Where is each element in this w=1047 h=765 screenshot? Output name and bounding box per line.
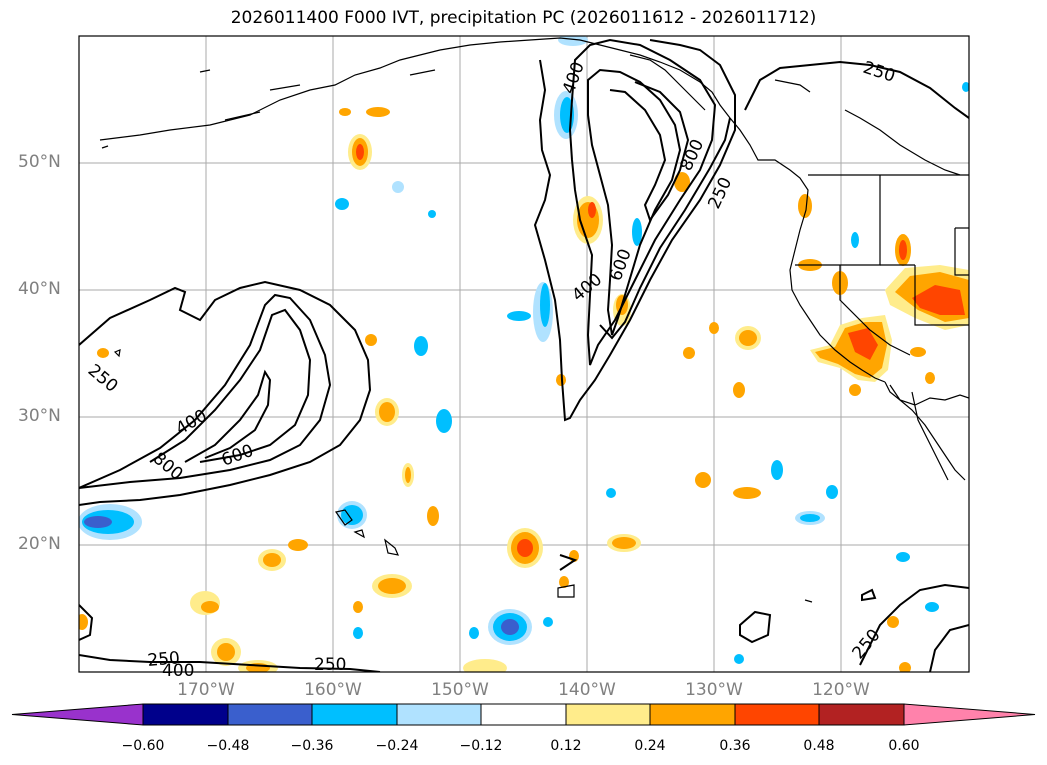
colorbar-cell xyxy=(311,703,398,726)
lat-label: 20°N xyxy=(18,534,61,554)
lon-label: 150°W xyxy=(431,680,489,700)
lat-label: 50°N xyxy=(18,152,61,172)
lat-label: 30°N xyxy=(18,406,61,426)
colorbar-tick: 0.12 xyxy=(550,738,582,754)
contour-label: 250 xyxy=(704,174,736,212)
contour-label: 250 xyxy=(84,361,122,397)
map-title: 2026011400 F000 IVT, precipitation PC (2… xyxy=(230,8,817,28)
contour-label: 250 xyxy=(849,625,885,663)
contour-label: 250 xyxy=(147,648,181,671)
colorbar-cell xyxy=(480,703,567,726)
lon-label: 160°W xyxy=(304,680,362,700)
lon-label: 130°W xyxy=(685,680,743,700)
contour-label: 400 xyxy=(162,661,194,681)
contour-label: 250 xyxy=(314,655,346,675)
colorbar-cell xyxy=(903,703,1036,726)
colorbar-cell xyxy=(142,703,229,726)
colorbar-tick: 0.36 xyxy=(719,738,751,754)
colorbar-cell xyxy=(649,703,736,726)
lon-label: 140°W xyxy=(558,680,616,700)
colorbar-cell xyxy=(227,703,313,726)
colorbar-cell xyxy=(565,703,651,726)
colorbar-cell xyxy=(734,703,820,726)
ivt-contours xyxy=(79,38,969,672)
colorbar-cell xyxy=(818,703,905,726)
coastlines xyxy=(99,37,969,603)
colorbar-tick: −0.36 xyxy=(290,738,334,754)
colorbar-cell xyxy=(396,703,482,726)
contour-label: 600 xyxy=(606,246,636,283)
contour-label: 800 xyxy=(676,136,708,174)
colorbar-tick: −0.60 xyxy=(121,738,165,754)
precip-patches xyxy=(79,36,969,672)
colorbar-tick: 0.60 xyxy=(888,738,920,754)
lon-label: 170°W xyxy=(177,680,235,700)
contour-label: 400 xyxy=(568,270,606,306)
contour-label: 250 xyxy=(860,58,897,87)
map-frame xyxy=(78,35,970,673)
colorbar-tick: −0.12 xyxy=(459,738,503,754)
colorbar-tick: −0.48 xyxy=(206,738,250,754)
contour-label: 400 xyxy=(559,59,589,96)
colorbar-tick: −0.24 xyxy=(375,738,419,754)
colorbar-tick: 0.24 xyxy=(634,738,666,754)
colorbar-tick: 0.48 xyxy=(803,738,835,754)
colorbar-cell xyxy=(11,703,144,726)
colorbar xyxy=(11,703,1036,726)
lon-label: 120°W xyxy=(812,680,870,700)
lat-label: 40°N xyxy=(18,279,61,299)
contour-label: 600 xyxy=(219,441,256,471)
